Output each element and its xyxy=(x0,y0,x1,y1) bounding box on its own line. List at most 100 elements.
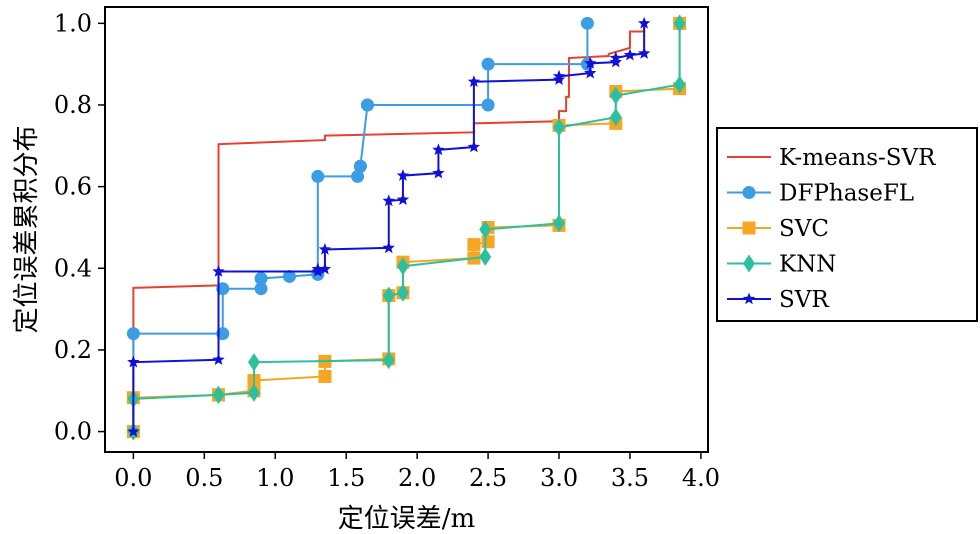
data-point xyxy=(467,140,481,153)
x-tick-label: 0.0 xyxy=(114,464,152,492)
data-point xyxy=(637,16,651,29)
series-line xyxy=(132,23,681,432)
data-point xyxy=(553,118,566,137)
data-point xyxy=(382,241,395,254)
data-point xyxy=(247,383,260,402)
data-point xyxy=(216,327,230,341)
data-point xyxy=(580,16,594,30)
legend-box xyxy=(716,127,978,322)
data-point xyxy=(282,269,296,283)
data-point xyxy=(396,169,410,181)
x-tick-label: 1.5 xyxy=(327,464,365,492)
legend-item: KNN xyxy=(727,252,836,278)
plot-frame xyxy=(104,6,709,453)
data-point xyxy=(673,14,686,33)
legend-item: K-means-SVR xyxy=(727,145,936,171)
x-tick-label: 3.0 xyxy=(540,464,578,492)
data-point xyxy=(212,385,225,404)
data-point xyxy=(743,254,755,273)
x-tick-label: 4.0 xyxy=(682,464,720,492)
legend-label: K-means-SVR xyxy=(779,145,936,171)
data-point xyxy=(553,214,566,233)
series-line xyxy=(132,23,646,432)
tick-layer: 0.0 0.5 1.0 1.5 2.0 2.5 3.0 3.5 4.0 0.0 0.2 0.4 0.6 0… xyxy=(54,9,720,492)
series-layer xyxy=(126,14,687,441)
legend-label: KNN xyxy=(779,252,836,278)
data-point xyxy=(311,262,325,275)
data-point xyxy=(584,66,597,79)
x-tick-label: 2.0 xyxy=(398,464,436,492)
data-point xyxy=(742,186,756,199)
data-point xyxy=(254,271,268,285)
legend-item: SVC xyxy=(727,216,829,242)
y-tick-label: 1.0 xyxy=(54,9,92,37)
data-point xyxy=(353,159,367,173)
data-point xyxy=(127,425,140,437)
y-tick-label: 0.6 xyxy=(54,173,92,201)
x-axis-title: 定位误差/m xyxy=(338,504,475,534)
data-point xyxy=(609,86,622,105)
data-point xyxy=(609,51,622,64)
x-tick-label: 0.5 xyxy=(185,464,223,492)
data-point xyxy=(216,282,230,296)
data-point xyxy=(212,265,225,277)
legend-label: SVR xyxy=(779,287,829,313)
series-line xyxy=(132,23,646,432)
data-point xyxy=(318,262,332,275)
series-line xyxy=(132,23,589,432)
data-point xyxy=(481,98,495,112)
series-line xyxy=(132,23,681,432)
y-tick-label: 0.2 xyxy=(54,336,92,364)
data-point xyxy=(467,75,481,87)
y-tick-label: 0.4 xyxy=(54,254,92,282)
data-point xyxy=(311,169,325,183)
y-axis-title: 定位误差累积分布 xyxy=(12,125,42,333)
series-knn xyxy=(127,14,686,441)
data-point xyxy=(609,55,622,68)
legend-label: DFPhaseFL xyxy=(779,181,914,207)
y-tick-label: 0.0 xyxy=(54,418,92,446)
data-point xyxy=(127,355,140,368)
series-dfphasefl xyxy=(126,16,594,439)
series-svc xyxy=(126,16,687,439)
data-point xyxy=(360,98,374,112)
data-point xyxy=(247,353,260,372)
data-point xyxy=(673,75,686,94)
data-point xyxy=(742,292,756,305)
data-point xyxy=(396,193,410,205)
data-point xyxy=(382,351,395,370)
data-point xyxy=(254,282,268,296)
data-point xyxy=(382,194,395,207)
x-tick-label: 3.5 xyxy=(611,464,649,492)
series-k-means-svr xyxy=(132,23,646,432)
data-point xyxy=(351,169,365,183)
data-point xyxy=(479,247,492,266)
y-tick-label: 0.8 xyxy=(54,91,92,119)
data-point xyxy=(126,327,140,341)
data-point xyxy=(637,47,651,59)
legend: K-means-SVR DFPhaseFL SVC KNN SVR xyxy=(716,127,978,322)
data-point xyxy=(584,56,597,69)
data-point xyxy=(742,221,756,235)
data-point xyxy=(396,257,409,276)
data-point xyxy=(432,166,445,179)
data-point xyxy=(481,57,495,71)
x-tick-label: 1.0 xyxy=(256,464,294,492)
data-point xyxy=(318,369,332,383)
data-point xyxy=(609,108,622,127)
data-point xyxy=(396,283,409,302)
data-point xyxy=(318,243,332,255)
data-point xyxy=(467,238,481,252)
data-point xyxy=(623,48,637,61)
data-point xyxy=(382,286,395,305)
data-point xyxy=(552,69,566,82)
x-tick-label: 2.5 xyxy=(469,464,507,492)
legend-item: SVR xyxy=(727,287,829,313)
legend-item: DFPhaseFL xyxy=(727,181,914,207)
data-point xyxy=(479,220,492,239)
data-point xyxy=(212,353,225,365)
data-point xyxy=(481,235,495,249)
series-svr xyxy=(127,16,651,437)
data-point xyxy=(432,143,445,156)
